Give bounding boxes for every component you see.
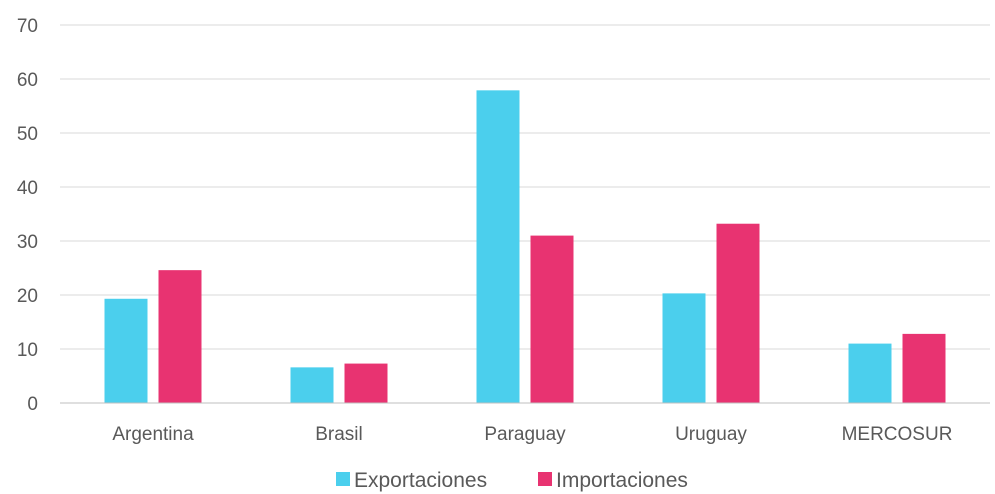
bar-exportaciones-uruguay	[662, 293, 706, 403]
bar-importaciones-argentina	[158, 270, 202, 403]
legend-label-exportaciones: Exportaciones	[354, 469, 487, 492]
y-axis-tick-labels: 0 10 20 30 40 50 60 70	[17, 16, 38, 415]
x-category-label: Brasil	[315, 424, 363, 445]
bar-exportaciones-brasil	[290, 367, 334, 403]
legend: Exportaciones Importaciones	[336, 469, 688, 492]
x-axis-category-labels: Argentina Brasil Paraguay Uruguay MERCOSUR	[112, 424, 952, 445]
legend-swatch-exportaciones	[336, 472, 350, 486]
bar-exportaciones-paraguay	[476, 90, 520, 403]
bar-importaciones-mercosur	[902, 333, 946, 403]
y-tick-label: 40	[17, 178, 38, 199]
bar-importaciones-brasil	[344, 363, 388, 403]
y-tick-label: 20	[17, 286, 38, 307]
bar-exportaciones-argentina	[104, 298, 148, 403]
bar-exportaciones-mercosur	[848, 343, 892, 403]
y-tick-label: 30	[17, 232, 38, 253]
legend-label-importaciones: Importaciones	[556, 469, 688, 492]
x-category-label: Argentina	[112, 424, 194, 445]
y-tick-label: 10	[17, 340, 38, 361]
x-category-label: MERCOSUR	[842, 424, 953, 445]
y-tick-label: 60	[17, 70, 38, 91]
legend-swatch-importaciones	[538, 472, 552, 486]
bar-importaciones-uruguay	[716, 223, 760, 403]
x-category-label: Uruguay	[675, 424, 747, 445]
gridlines	[60, 24, 990, 350]
y-tick-label: 0	[27, 394, 38, 415]
y-tick-label: 50	[17, 124, 38, 145]
y-tick-label: 70	[17, 16, 38, 37]
bars	[104, 90, 946, 403]
bar-importaciones-paraguay	[530, 235, 574, 403]
x-category-label: Paraguay	[484, 424, 566, 445]
